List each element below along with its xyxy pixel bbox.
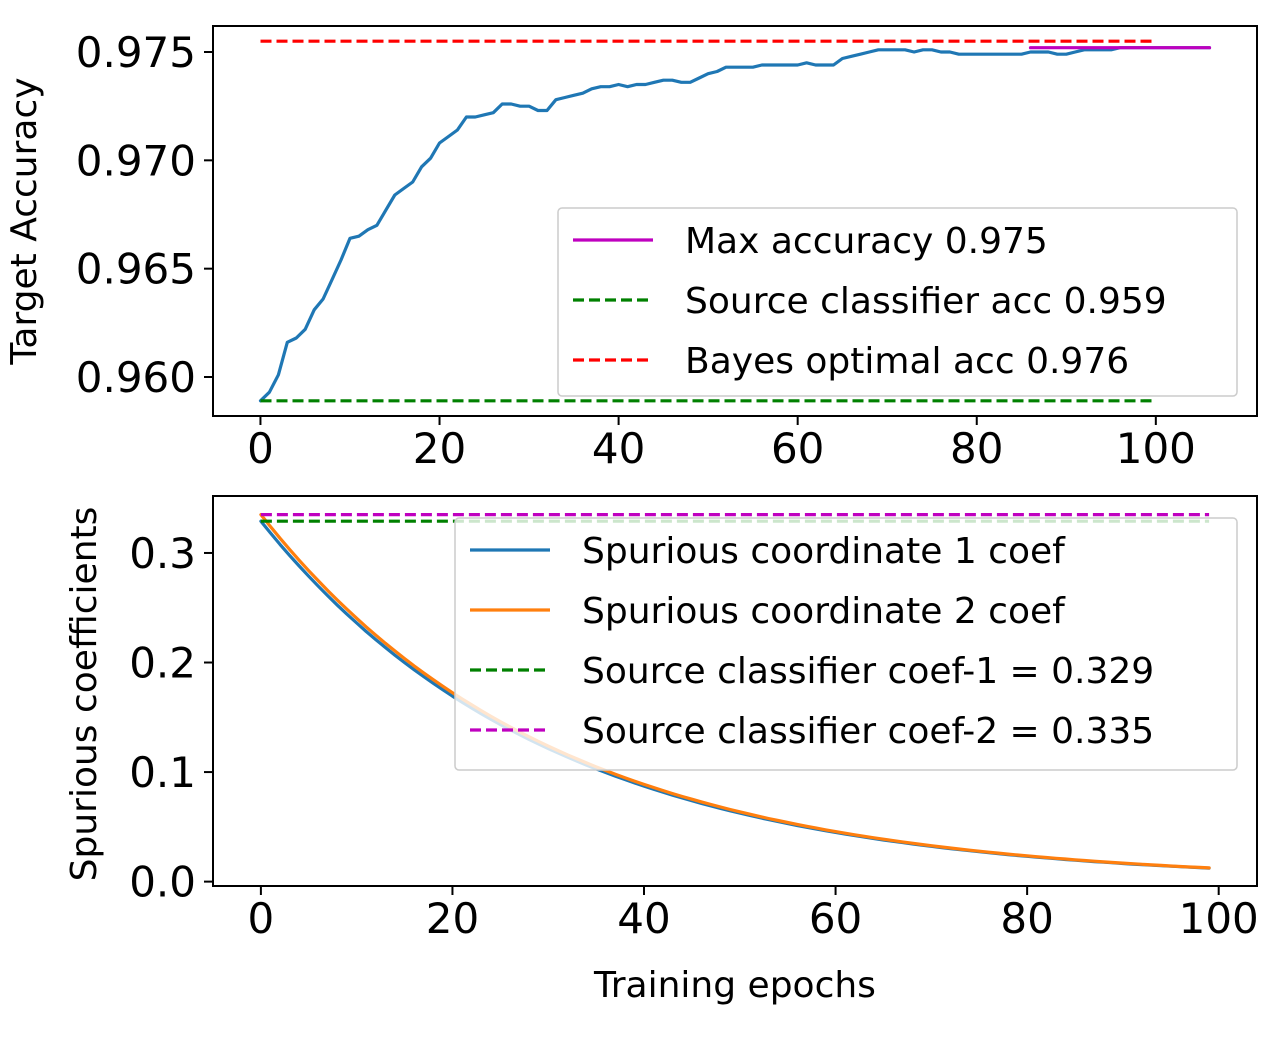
coefficients-x-axis-label: Training epochs <box>593 965 876 1006</box>
coefficients-legend-box <box>454 517 1238 771</box>
accuracy-series-layer <box>258 39 1212 403</box>
accuracy-legend-box <box>557 207 1238 397</box>
accuracy-y-tick-label: 0.970 <box>76 136 196 185</box>
accuracy-x-tick-label: 100 <box>1116 424 1196 473</box>
coefficients-y-tick-label: 0.0 <box>129 858 196 907</box>
coefficients-legend-label: Source classifier coef-2 = 0.335 <box>582 711 1154 752</box>
accuracy-y-tick-label: 0.965 <box>76 245 196 294</box>
accuracy-x-tick-label: 0 <box>247 424 274 473</box>
accuracy-x-tick-label: 60 <box>771 424 824 473</box>
coefficients-x-tick-label: 100 <box>1179 894 1259 943</box>
accuracy-legend-label: Source classifier acc 0.959 <box>685 281 1167 322</box>
accuracy-x-tick-label: 80 <box>950 424 1003 473</box>
coefficients-y-tick-label: 0.2 <box>129 639 196 688</box>
coefficients-legend-label: Spurious coordinate 2 coef <box>582 591 1066 632</box>
coefficients-y-ticks: 0.0 0.1 0.2 0.3 <box>129 529 213 907</box>
coefficients-x-tick-label: 80 <box>1000 894 1053 943</box>
accuracy-plot-frame <box>212 25 1258 417</box>
coefficients-legend-label: Source classifier coef-1 = 0.329 <box>582 651 1154 692</box>
coefficients-y-axis-label: Spurious coefficients <box>64 507 105 882</box>
accuracy-x-tick-label: 20 <box>413 424 466 473</box>
coefficients-y-tick-label: 0.1 <box>129 748 196 797</box>
coefficients-x-tick-label: 40 <box>617 894 670 943</box>
coefficients-y-tick-label: 0.3 <box>129 529 196 578</box>
accuracy-y-axis-label: Target Accuracy <box>4 77 45 365</box>
coefficients-legend: Spurious coordinate 1 coef Spurious coord… <box>454 517 1238 771</box>
accuracy-y-tick-label: 0.960 <box>76 353 196 402</box>
accuracy-y-tick-label: 0.975 <box>76 28 196 77</box>
accuracy-panel: 0 20 40 60 80 100 0.960 0.965 0.970 0.975 Target… <box>4 25 1258 473</box>
accuracy-x-tick-label: 40 <box>592 424 645 473</box>
coefficients-panel: 0 20 40 60 80 100 0.0 0.1 0.2 0.3 Spurious coeff… <box>64 495 1259 1006</box>
accuracy-legend: Max accuracy 0.975 Source classifier acc … <box>557 207 1238 397</box>
accuracy-y-ticks: 0.960 0.965 0.970 0.975 <box>76 28 213 402</box>
accuracy-series-line-1 <box>258 46 1212 403</box>
coefficients-series-line-2 <box>259 512 1211 870</box>
coefficients-x-ticks: 0 20 40 60 80 100 <box>248 886 1259 943</box>
coefficients-x-tick-label: 60 <box>809 894 862 943</box>
accuracy-legend-label: Bayes optimal acc 0.976 <box>685 341 1129 382</box>
accuracy-x-ticks: 0 20 40 60 80 100 <box>247 416 1196 473</box>
coefficients-legend-label: Spurious coordinate 1 coef <box>582 531 1066 572</box>
coefficients-plot-frame <box>212 495 1258 887</box>
accuracy-legend-label: Max accuracy 0.975 <box>685 221 1048 262</box>
coefficients-x-tick-label: 20 <box>426 894 479 943</box>
coefficients-x-tick-label: 0 <box>248 894 275 943</box>
